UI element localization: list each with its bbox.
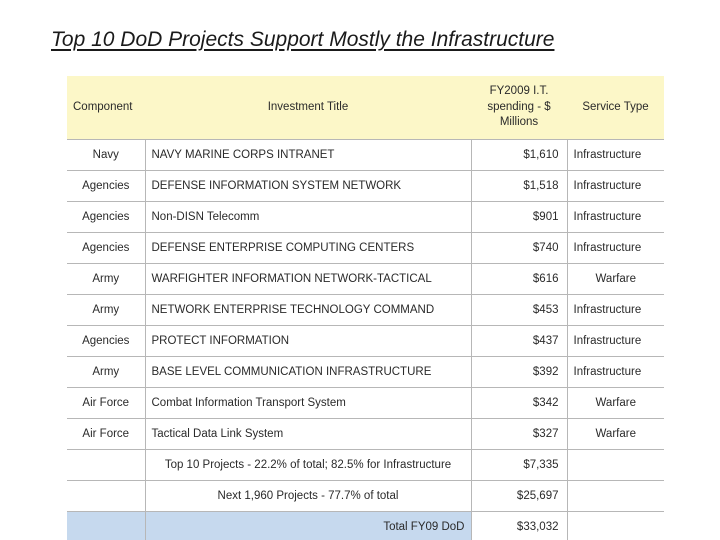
cell-investment-title: NAVY MARINE CORPS INTRANET: [144, 139, 472, 171]
table-row: Agencies DEFENSE INFORMATION SYSTEM NETWO…: [67, 170, 664, 202]
cell-service-type: Infrastructure: [567, 325, 664, 357]
cell-component: Army: [67, 263, 145, 295]
total-value: $33,032: [471, 511, 568, 540]
cell-component: Navy: [67, 139, 145, 171]
header-spending: FY2009 I.T. spending - $ Millions: [471, 76, 567, 140]
summary-spacer: [567, 449, 664, 481]
cell-spending: $1,610: [471, 139, 568, 171]
table-row: Air Force Tactical Data Link System $327 Wa…: [67, 418, 664, 450]
cell-investment-title: WARFIGHTER INFORMATION NETWORK-TACTICAL: [144, 263, 472, 295]
cell-investment-title: PROTECT INFORMATION: [144, 325, 472, 357]
cell-service-type: Infrastructure: [567, 201, 664, 233]
cell-investment-title: DEFENSE ENTERPRISE COMPUTING CENTERS: [144, 232, 472, 264]
cell-service-type: Infrastructure: [567, 139, 664, 171]
dod-projects-table: Component Investment Title FY2009 I.T. s…: [67, 76, 664, 540]
table-row: Agencies PROTECT INFORMATION $437 Infrastru…: [67, 325, 664, 357]
header-investment-title: Investment Title: [145, 76, 471, 140]
total-spacer: [67, 511, 145, 540]
cell-investment-title: Tactical Data Link System: [144, 418, 472, 450]
dod-projects-table-frame: Component Investment Title FY2009 I.T. s…: [67, 76, 664, 540]
table-row: Army BASE LEVEL COMMUNICATION INFRASTRUCT…: [67, 356, 664, 388]
header-component: Component: [67, 76, 145, 140]
cell-investment-title: BASE LEVEL COMMUNICATION INFRASTRUCTURE: [144, 356, 472, 388]
cell-component: Air Force: [67, 387, 145, 419]
cell-spending: $453: [471, 294, 568, 326]
cell-spending: $901: [471, 201, 568, 233]
cell-component: Air Force: [67, 418, 145, 450]
total-row: Total FY09 DoD $33,032: [67, 511, 664, 540]
table-row: Air Force Combat Information Transport Sy…: [67, 387, 664, 419]
cell-investment-title: DEFENSE INFORMATION SYSTEM NETWORK: [144, 170, 472, 202]
cell-component: Agencies: [67, 170, 145, 202]
table-row: Agencies Non-DISN Telecomm $901 Infrastruct…: [67, 201, 664, 233]
cell-investment-title: Non-DISN Telecomm: [144, 201, 472, 233]
cell-spending: $327: [471, 418, 568, 450]
cell-investment-title: NETWORK ENTERPRISE TECHNOLOGY COMMAND: [144, 294, 472, 326]
cell-service-type: Warfare: [567, 263, 664, 295]
cell-service-type: Warfare: [567, 418, 664, 450]
cell-service-type: Infrastructure: [567, 294, 664, 326]
table-row: Army NETWORK ENTERPRISE TECHNOLOGY COMMAN…: [67, 294, 664, 326]
table-row: Agencies DEFENSE ENTERPRISE COMPUTING CEN…: [67, 232, 664, 264]
next-projects-summary-label: Next 1,960 Projects - 77.7% of total: [144, 480, 472, 512]
cell-investment-title: Combat Information Transport System: [144, 387, 472, 419]
slide-title: Top 10 DoD Projects Support Mostly the I…: [51, 28, 555, 51]
top10-summary-label: Top 10 Projects - 22.2% of total; 82.5% …: [144, 449, 472, 481]
table-body: Navy NAVY MARINE CORPS INTRANET $1,610 Infr…: [67, 139, 664, 450]
cell-component: Army: [67, 356, 145, 388]
top10-summary-value: $7,335: [471, 449, 568, 481]
cell-component: Army: [67, 294, 145, 326]
header-service-type: Service Type: [567, 76, 664, 140]
cell-spending: $392: [471, 356, 568, 388]
cell-component: Agencies: [67, 325, 145, 357]
cell-service-type: Warfare: [567, 387, 664, 419]
cell-component: Agencies: [67, 232, 145, 264]
summary-spacer: [567, 511, 664, 540]
summary-body: Top 10 Projects - 22.2% of total; 82.5% …: [67, 449, 664, 540]
cell-spending: $437: [471, 325, 568, 357]
next-projects-summary-value: $25,697: [471, 480, 568, 512]
summary-spacer: [67, 480, 145, 512]
cell-spending: $1,518: [471, 170, 568, 202]
cell-service-type: Infrastructure: [567, 232, 664, 264]
cell-spending: $342: [471, 387, 568, 419]
cell-service-type: Infrastructure: [567, 170, 664, 202]
next-projects-summary-row: Next 1,960 Projects - 77.7% of total $25…: [67, 480, 664, 512]
cell-service-type: Infrastructure: [567, 356, 664, 388]
table-header-row: Component Investment Title FY2009 I.T. s…: [67, 76, 664, 140]
cell-component: Agencies: [67, 201, 145, 233]
summary-spacer: [567, 480, 664, 512]
summary-spacer: [67, 449, 145, 481]
total-label: Total FY09 DoD: [144, 511, 472, 540]
table-row: Army WARFIGHTER INFORMATION NETWORK-TACTI…: [67, 263, 664, 295]
top10-summary-row: Top 10 Projects - 22.2% of total; 82.5% …: [67, 449, 664, 481]
cell-spending: $740: [471, 232, 568, 264]
table-row: Navy NAVY MARINE CORPS INTRANET $1,610 Infr…: [67, 139, 664, 171]
cell-spending: $616: [471, 263, 568, 295]
